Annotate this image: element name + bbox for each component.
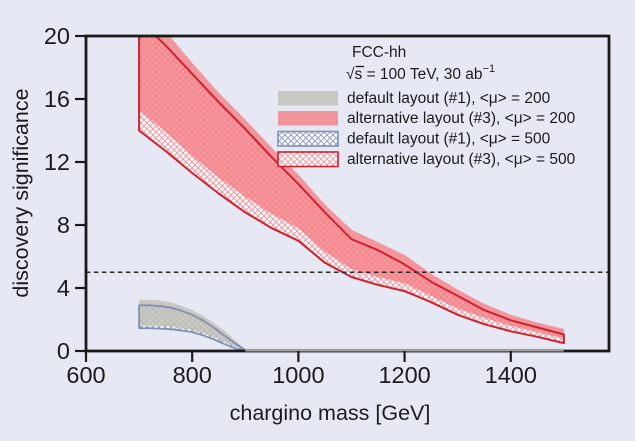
y-tick-label-8: 8 (57, 212, 70, 238)
legend-label-alternative-200: alternative layout (#3), <μ> = 200 (347, 110, 576, 127)
legend-label-alternative-500: alternative layout (#3), <μ> = 500 (347, 151, 576, 168)
legend-swatch-alternative-500 (277, 151, 339, 168)
y-axis-ticks: 0 4 8 12 16 20 (44, 23, 86, 364)
y-tick-label-20: 20 (44, 23, 70, 49)
y-axis-label: discovery significance (9, 88, 33, 297)
x-axis-label: chargino mass [GeV] (230, 401, 431, 425)
y-tick-label-12: 12 (44, 149, 70, 175)
x-tick-label-800: 800 (173, 362, 212, 388)
x-tick-label-600: 600 (66, 362, 105, 388)
band-fill-0 (139, 299, 246, 351)
x-axis-ticks: 600 800 1000 1200 1400 (66, 351, 537, 388)
legend-label-default-500: default layout (#1), <μ> = 500 (347, 131, 551, 148)
x-tick-label-1400: 1400 (485, 362, 537, 388)
y-tick-label-0: 0 (57, 338, 70, 364)
legend: FCC-hh √s = 100 TeV, 30 ab−1 default lay… (277, 44, 576, 168)
subtitle-superscript: −1 (483, 63, 496, 75)
x-tick-label-1000: 1000 (272, 362, 324, 388)
y-tick-label-16: 16 (44, 86, 70, 112)
sqrt-symbol: √ (346, 66, 355, 83)
subtitle-text: = 100 TeV, 30 ab (362, 66, 482, 83)
sqrt-s: s (355, 66, 363, 83)
y-tick-label-4: 4 (57, 275, 70, 301)
legend-subtitle: √s = 100 TeV, 30 ab−1 (346, 63, 495, 83)
band-edge-3 (138, 36, 565, 345)
band-fill-1 (139, 36, 564, 339)
legend-swatch-alternative-200 (278, 111, 338, 126)
x-tick-label-1200: 1200 (378, 362, 430, 388)
band-edge-2 (138, 304, 247, 351)
legend-swatch-default-500 (277, 130, 339, 147)
legend-title: FCC-hh (352, 44, 406, 61)
legend-label-default-200: default layout (#1), <μ> = 200 (347, 90, 551, 107)
data-bands (138, 36, 565, 351)
legend-swatch-default-200 (278, 91, 338, 106)
